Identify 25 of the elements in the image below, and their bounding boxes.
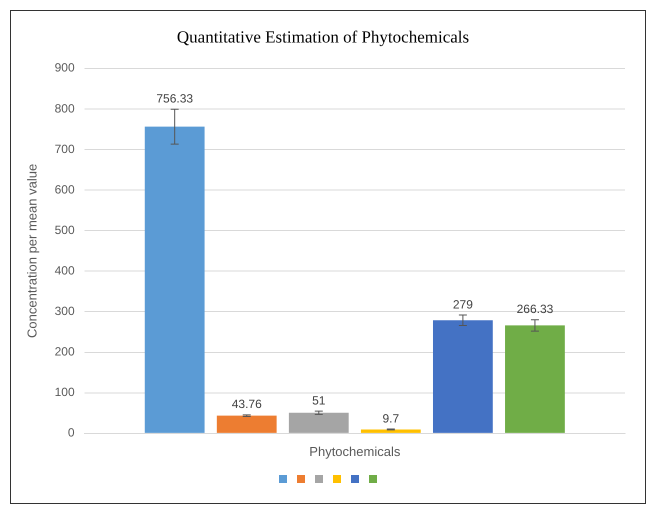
data-label: 266.33 xyxy=(516,302,554,316)
y-tick-label: 100 xyxy=(54,385,75,400)
y-tick-label: 0 xyxy=(68,426,75,440)
y-tick-label: 900 xyxy=(54,60,75,75)
bar xyxy=(505,325,565,433)
bar xyxy=(288,412,349,433)
y-tick-label: 800 xyxy=(54,101,75,116)
y-tick-label: 500 xyxy=(54,222,75,237)
x-tick-label: Phytochemicals xyxy=(309,444,401,459)
y-tick-label: 700 xyxy=(54,142,75,156)
bar xyxy=(360,429,421,433)
bar xyxy=(216,416,277,433)
data-label: 279 xyxy=(452,297,474,312)
y-tick-label: 400 xyxy=(54,263,75,278)
y-tick-label: 300 xyxy=(54,304,75,318)
y-tick-label: 600 xyxy=(54,182,75,196)
data-label: 9.7 xyxy=(382,411,400,426)
data-label: 51 xyxy=(312,393,326,408)
y-tick-label: 200 xyxy=(54,344,75,359)
chart-title: Quantitative Estimation of Phytochemicals xyxy=(176,28,470,47)
bar xyxy=(144,126,205,433)
data-label: 756.33 xyxy=(156,92,194,106)
data-label: 43.76 xyxy=(232,397,262,412)
y-axis-title: Concentration per mean value xyxy=(24,164,40,338)
bar xyxy=(432,320,493,433)
